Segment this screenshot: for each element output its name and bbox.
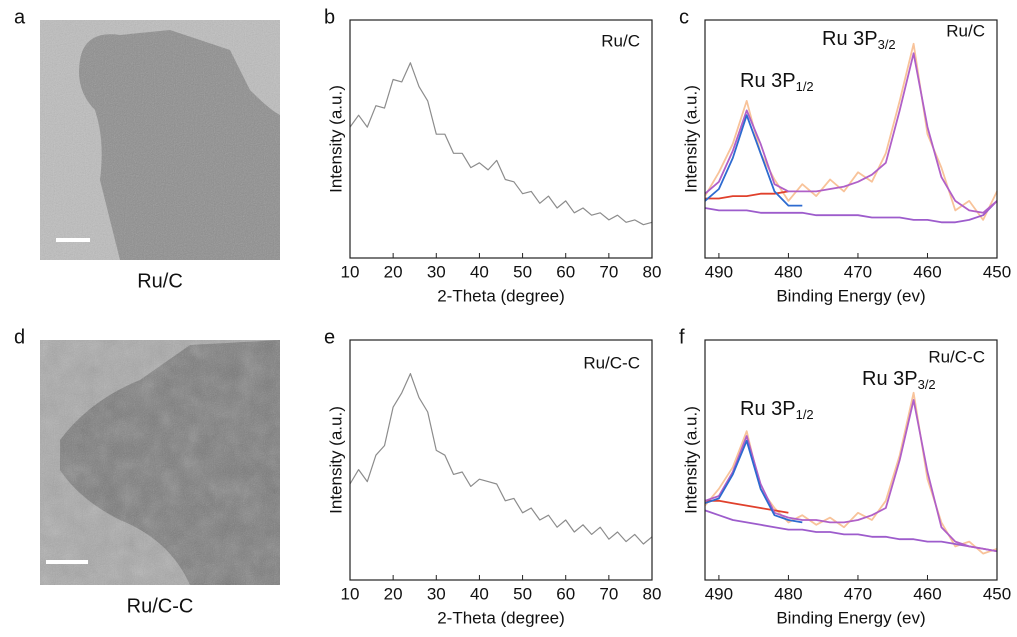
data-line xyxy=(349,62,653,226)
x-tick-label: 70 xyxy=(599,584,618,603)
data-line xyxy=(704,52,998,214)
peak-label-sub: 3/2 xyxy=(878,37,896,52)
panel-label: b xyxy=(324,6,335,28)
x-tick-label: 70 xyxy=(599,262,618,281)
image-caption: Ru/C xyxy=(137,270,183,292)
x-tick-label: 480 xyxy=(774,584,802,603)
x-axis-label: 2-Theta (degree) xyxy=(437,286,565,305)
peak-label-text: Ru 3P xyxy=(862,368,918,390)
peak-label-text: Ru 3P xyxy=(740,398,796,420)
tem-image-a xyxy=(40,20,280,260)
data-line xyxy=(705,190,789,200)
panel-label: e xyxy=(324,326,335,348)
y-axis-label: Intensity (a.u.) xyxy=(326,406,345,514)
x-tick-label: 470 xyxy=(844,584,872,603)
image-caption: Ru/C-C xyxy=(127,595,194,617)
panel-label: c xyxy=(679,6,689,28)
x-tick-label: 60 xyxy=(556,262,575,281)
peak-label-sub: 3/2 xyxy=(918,377,936,392)
x-tick-label: 460 xyxy=(913,584,941,603)
x-axis-label: Binding Energy (ev) xyxy=(776,608,925,627)
peak-label-text: Ru 3P xyxy=(822,28,878,50)
peak-label-sub: 1/2 xyxy=(796,79,814,94)
x-tick-label: 20 xyxy=(384,584,403,603)
tem-image-d xyxy=(40,340,280,585)
peak-label: Ru 3P1/2 xyxy=(740,70,814,94)
x-tick-label: 490 xyxy=(705,584,733,603)
x-axis-label: 2-Theta (degree) xyxy=(437,608,565,627)
x-tick-label: 10 xyxy=(341,262,360,281)
data-line xyxy=(704,509,998,553)
x-tick-label: 40 xyxy=(470,262,489,281)
x-axis-label: Binding Energy (ev) xyxy=(776,286,925,305)
x-tick-label: 80 xyxy=(643,584,662,603)
x-tick-label: 30 xyxy=(427,262,446,281)
plot-frame xyxy=(704,19,998,259)
x-tick-label: 490 xyxy=(705,262,733,281)
peak-label-sub: 1/2 xyxy=(796,407,814,422)
annotation: Ru/C xyxy=(946,21,985,40)
x-tick-label: 10 xyxy=(341,584,360,603)
x-tick-label: 40 xyxy=(470,584,489,603)
x-tick-label: 450 xyxy=(983,262,1011,281)
y-axis-label: Intensity (a.u.) xyxy=(681,85,700,193)
data-line xyxy=(705,499,789,514)
panel-label: d xyxy=(14,326,25,348)
data-line xyxy=(704,399,998,553)
peak-label: Ru 3P3/2 xyxy=(862,368,936,392)
plot-frame xyxy=(704,339,998,581)
y-axis-label: Intensity (a.u.) xyxy=(681,406,700,514)
x-tick-label: 50 xyxy=(513,584,532,603)
annotation: Ru/C xyxy=(601,31,640,50)
peak-label-text: Ru 3P xyxy=(740,70,796,92)
x-tick-label: 450 xyxy=(983,584,1011,603)
annotation: Ru/C-C xyxy=(583,353,640,372)
x-tick-label: 30 xyxy=(427,584,446,603)
x-tick-label: 470 xyxy=(844,262,872,281)
data-line xyxy=(704,439,803,524)
plot-frame xyxy=(349,19,653,259)
x-tick-label: 20 xyxy=(384,262,403,281)
x-tick-label: 460 xyxy=(913,262,941,281)
panel-label: a xyxy=(14,6,26,28)
peak-label: Ru 3P1/2 xyxy=(740,398,814,422)
data-line xyxy=(704,200,998,224)
x-tick-label: 60 xyxy=(556,584,575,603)
data-line xyxy=(349,373,653,545)
plot-frame xyxy=(349,339,653,581)
x-tick-label: 50 xyxy=(513,262,532,281)
data-line xyxy=(704,114,803,207)
panel-label: f xyxy=(679,326,685,348)
y-axis-label: Intensity (a.u.) xyxy=(326,85,345,193)
x-tick-label: 480 xyxy=(774,262,802,281)
peak-label: Ru 3P3/2 xyxy=(822,28,896,52)
annotation: Ru/C-C xyxy=(928,347,985,366)
x-tick-label: 80 xyxy=(643,262,662,281)
